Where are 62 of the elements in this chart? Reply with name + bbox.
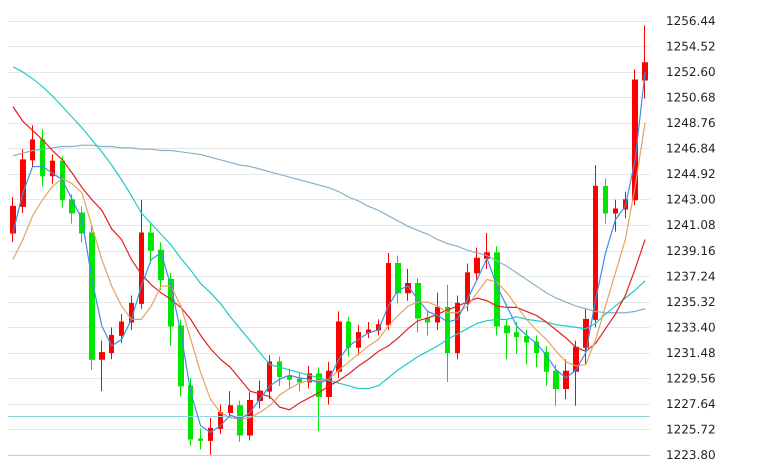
y-tick-label: 1241.08	[666, 218, 716, 232]
candlestick	[642, 25, 648, 100]
candlestick	[563, 358, 569, 400]
candlestick	[277, 356, 282, 386]
candlestick	[40, 128, 45, 187]
candlestick	[474, 247, 480, 280]
candlestick	[139, 199, 144, 310]
candlestick	[386, 252, 391, 331]
y-tick-label: 1254.52	[666, 40, 716, 54]
candlestick	[415, 278, 421, 334]
candlestick	[336, 310, 342, 378]
candlestick	[534, 334, 539, 368]
candlestick	[593, 164, 598, 328]
candlestick	[613, 199, 618, 232]
candlestick	[237, 400, 243, 442]
y-tick-label: 1256.44	[666, 14, 716, 28]
y-tick-label: 1223.80	[666, 448, 716, 462]
y-tick-label: 1239.16	[666, 244, 716, 258]
candlestick	[603, 178, 608, 224]
candlestick	[267, 354, 272, 400]
candlestick	[524, 330, 529, 366]
candlestick	[20, 148, 26, 214]
candlestick	[297, 372, 302, 392]
candlestick	[178, 318, 184, 397]
candlestick	[89, 226, 95, 370]
candlestick	[425, 310, 430, 336]
candlestick	[30, 124, 35, 168]
y-tick-label: 1237.24	[666, 269, 716, 284]
candlestick	[346, 316, 351, 358]
candlestick	[50, 154, 55, 184]
y-tick-label: 1227.64	[666, 396, 716, 411]
candlestick	[10, 196, 16, 243]
y-tick-label: 1229.56	[666, 371, 716, 386]
y-tick-label: 1235.32	[666, 294, 716, 309]
candlestick	[247, 392, 253, 441]
y-tick-label: 1243.00	[666, 192, 716, 207]
candlestick	[553, 364, 559, 406]
candlestick	[504, 318, 510, 360]
y-tick-label: 1231.48	[666, 346, 716, 360]
candlestick	[198, 428, 203, 450]
line-series	[12, 144, 646, 314]
candlestick	[148, 222, 154, 262]
candlestick	[514, 322, 519, 354]
candlestick	[208, 417, 213, 456]
y-tick-label: 1225.72	[666, 422, 716, 436]
candlestick	[188, 377, 193, 446]
y-tick-label: 1248.76	[666, 116, 716, 130]
candlestick	[544, 345, 549, 386]
y-tick-label: 1233.40	[666, 320, 716, 334]
candlestick	[228, 390, 233, 418]
candlestick	[356, 324, 361, 356]
y-tick-label: 1244.92	[666, 167, 716, 182]
candlestick	[395, 255, 401, 304]
y-tick-label: 1250.68	[666, 90, 716, 105]
y-tick-label: 1246.84	[666, 142, 716, 156]
candlestick	[69, 194, 75, 224]
y-tick-label: 1252.60	[666, 65, 716, 80]
candlestick	[99, 340, 105, 392]
candlestick	[287, 368, 292, 390]
candlestick	[158, 242, 164, 291]
candlestick	[445, 284, 450, 382]
candlestick	[119, 314, 124, 344]
